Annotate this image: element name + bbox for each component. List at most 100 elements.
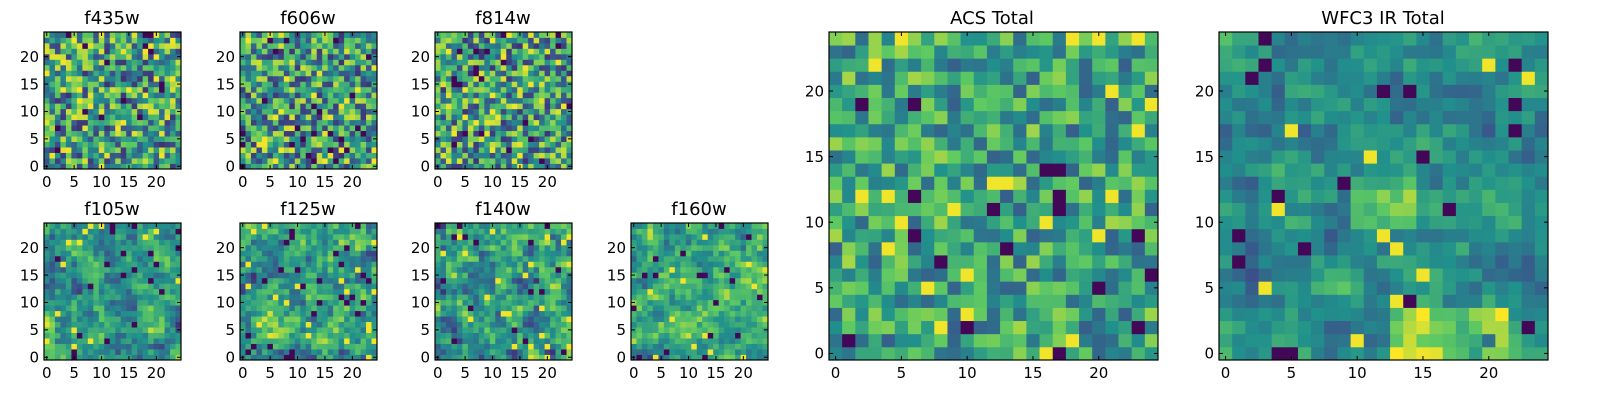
heatmap-cell: [934, 307, 948, 322]
heatmap-cell: [159, 147, 165, 153]
heatmap-cell: [240, 261, 246, 268]
heatmap-cell: [724, 305, 731, 312]
heatmap-cell: [555, 119, 562, 126]
heatmap-cell: [104, 70, 111, 77]
heatmap-cell: [142, 92, 149, 99]
heatmap-cell: [338, 321, 345, 328]
heatmap-cell: [300, 305, 307, 312]
heatmap-cell: [355, 86, 361, 93]
heatmap-cell: [1065, 333, 1080, 348]
heatmap-cell: [137, 244, 144, 251]
heatmap-cell: [250, 86, 257, 93]
heatmap-cell: [506, 283, 513, 290]
heatmap-cell: [240, 305, 246, 312]
heatmap-cell: [245, 32, 252, 38]
heatmap-cell: [333, 37, 340, 44]
heatmap-cell: [311, 42, 318, 49]
heatmap-cell: [71, 75, 78, 82]
heatmap-cell: [261, 53, 268, 60]
heatmap-cell: [142, 86, 149, 93]
heatmap-cell: [539, 136, 545, 142]
heatmap-cell: [934, 281, 948, 295]
heatmap-cell: [256, 223, 263, 229]
heatmap-cell: [272, 272, 279, 279]
heatmap-cell: [462, 349, 469, 355]
heatmap-cell: [539, 53, 545, 60]
heatmap-cell: [93, 233, 100, 240]
heatmap-cell: [751, 244, 758, 251]
heatmap-cell: [170, 125, 176, 132]
heatmap-cell: [137, 158, 144, 164]
heatmap-cell: [54, 338, 61, 344]
heatmap-cell: [256, 64, 263, 71]
heatmap-cell: [680, 343, 687, 350]
heatmap-cell: [555, 354, 562, 361]
heatmap-cell: [533, 288, 540, 295]
heatmap-cell: [327, 354, 334, 361]
heatmap-cell: [934, 215, 948, 230]
heatmap-cell: [272, 114, 279, 121]
heatmap-cell: [60, 239, 67, 246]
heatmap-cell: [54, 332, 61, 339]
heatmap-cell: [344, 250, 350, 257]
heatmap-cell: [544, 255, 551, 262]
heatmap-cell: [511, 283, 518, 290]
heatmap-cell: [71, 70, 78, 77]
heatmap-cell: [104, 81, 111, 88]
heatmap-cell: [170, 64, 176, 71]
heatmap-cell: [54, 261, 61, 268]
heatmap-cell: [261, 277, 268, 284]
heatmap-cell: [82, 305, 89, 312]
heatmap-cell: [561, 92, 567, 99]
heatmap-cell: [550, 294, 556, 301]
heatmap-cell: [76, 147, 83, 153]
heatmap-cell: [533, 261, 540, 268]
heatmap-cell: [986, 176, 1001, 190]
heatmap-cell: [289, 316, 296, 323]
heatmap-cell: [669, 272, 676, 279]
heatmap-cell: [685, 266, 692, 273]
heatmap-cell: [500, 119, 507, 126]
heatmap-cell: [561, 349, 567, 355]
heatmap-cell: [685, 299, 692, 306]
heatmap-cell: [718, 277, 725, 284]
heatmap-cell: [674, 277, 681, 284]
heatmap-cell: [355, 92, 361, 99]
heatmap-cell: [868, 163, 883, 177]
heatmap-cell: [467, 354, 474, 361]
heatmap-cell: [445, 255, 452, 262]
heatmap-cell: [71, 108, 78, 115]
heatmap-cell: [366, 255, 372, 262]
heatmap-cell: [740, 327, 747, 333]
heatmap-cell: [104, 239, 111, 246]
heatmap-cell: [120, 261, 127, 268]
heatmap-cell: [98, 250, 105, 257]
heatmap-cell: [1065, 189, 1080, 203]
heatmap-cell: [87, 37, 94, 44]
heatmap-cell: [153, 316, 160, 323]
heatmap-cell: [435, 75, 441, 82]
heatmap-cell: [355, 59, 361, 66]
heatmap-cell: [451, 125, 458, 132]
heatmap-cell: [87, 343, 94, 350]
heatmap-cell: [456, 42, 463, 49]
heatmap-cell: [98, 277, 105, 284]
heatmap-cell: [456, 294, 463, 301]
heatmap-cell: [131, 233, 138, 240]
heatmap-cell: [855, 228, 869, 243]
heatmap-cell: [148, 343, 154, 350]
heatmap-cell: [142, 158, 149, 164]
heatmap-cell: [322, 53, 329, 60]
heatmap-cell: [65, 75, 72, 82]
heatmap-cell: [327, 294, 334, 301]
heatmap-cell: [829, 228, 843, 243]
heatmap-cell: [305, 32, 312, 38]
heatmap-cell: [561, 294, 567, 301]
heatmap-cell: [360, 75, 367, 82]
heatmap-cell: [462, 119, 469, 126]
heatmap-cell: [440, 349, 447, 355]
heatmap-cell: [478, 244, 485, 251]
heatmap-cell: [142, 310, 149, 317]
heatmap-cell: [289, 239, 296, 246]
heatmap-cell: [495, 266, 502, 273]
